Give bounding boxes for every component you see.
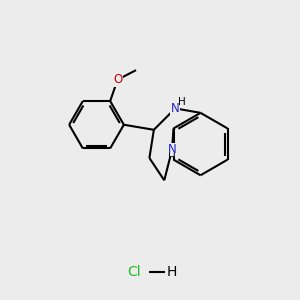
Text: H: H — [178, 97, 186, 107]
Text: Cl: Cl — [127, 265, 140, 279]
Text: N: N — [168, 143, 176, 156]
Text: O: O — [113, 73, 122, 86]
Text: H: H — [167, 265, 178, 279]
Text: H: H — [168, 153, 176, 163]
Text: N: N — [171, 102, 180, 115]
